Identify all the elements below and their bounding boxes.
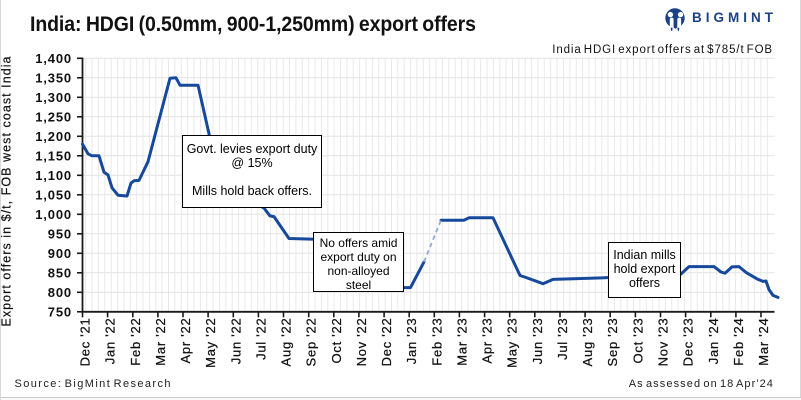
svg-text:Nov '23: Nov '23 xyxy=(656,318,671,367)
svg-text:1,300: 1,300 xyxy=(35,90,72,105)
svg-text:1,250: 1,250 xyxy=(35,109,72,124)
svg-text:Sep '22: Sep '22 xyxy=(304,318,319,367)
svg-text:Oct '22: Oct '22 xyxy=(329,318,344,364)
svg-text:Sep '23: Sep '23 xyxy=(605,318,620,367)
svg-text:750: 750 xyxy=(48,304,72,319)
svg-text:Mar '22: Mar '22 xyxy=(153,318,168,366)
svg-text:900: 900 xyxy=(48,246,72,261)
svg-text:1,000: 1,000 xyxy=(35,207,72,222)
svg-text:850: 850 xyxy=(48,265,72,280)
svg-text:950: 950 xyxy=(48,226,72,241)
svg-text:Feb '22: Feb '22 xyxy=(128,318,143,366)
svg-text:Dec '22: Dec '22 xyxy=(379,318,394,367)
svg-text:Aug '22: Aug '22 xyxy=(279,318,294,367)
svg-text:Nov '22: Nov '22 xyxy=(354,318,369,367)
svg-text:May '23: May '23 xyxy=(505,318,520,368)
svg-text:Dec '21: Dec '21 xyxy=(78,318,93,367)
svg-text:Mar '24: Mar '24 xyxy=(756,318,771,366)
svg-text:Export offers in $/t, FOB west: Export offers in $/t, FOB west coast Ind… xyxy=(1,55,14,326)
svg-text:BIGMINT: BIGMINT xyxy=(692,10,777,25)
svg-text:1,400: 1,400 xyxy=(35,51,72,66)
svg-text:1,350: 1,350 xyxy=(35,70,72,85)
svg-text:Jul '22: Jul '22 xyxy=(253,318,268,360)
svg-text:Jun '23: Jun '23 xyxy=(530,318,545,365)
svg-text:Jan '24: Jan '24 xyxy=(706,318,721,365)
svg-text:1,200: 1,200 xyxy=(35,129,72,144)
svg-text:Feb '24: Feb '24 xyxy=(731,318,746,366)
svg-text:Aug '23: Aug '23 xyxy=(580,318,595,367)
svg-text:Jan '22: Jan '22 xyxy=(103,318,118,365)
svg-text:Oct '23: Oct '23 xyxy=(630,318,645,364)
svg-text:1,100: 1,100 xyxy=(35,168,72,183)
svg-text:Apr '23: Apr '23 xyxy=(480,317,495,363)
svg-text:Jul '23: Jul '23 xyxy=(555,318,570,360)
svg-text:May '22: May '22 xyxy=(203,318,218,368)
svg-text:1,050: 1,050 xyxy=(35,187,72,202)
svg-text:Apr '22: Apr '22 xyxy=(178,318,193,364)
svg-text:800: 800 xyxy=(48,285,72,300)
svg-text:Jun '22: Jun '22 xyxy=(228,318,243,365)
svg-text:Feb '23: Feb '23 xyxy=(429,318,444,366)
svg-text:Dec '23: Dec '23 xyxy=(681,318,696,367)
svg-text:Jan '23: Jan '23 xyxy=(404,318,419,365)
svg-text:1,150: 1,150 xyxy=(35,148,72,163)
svg-text:Mar '23: Mar '23 xyxy=(454,318,469,366)
